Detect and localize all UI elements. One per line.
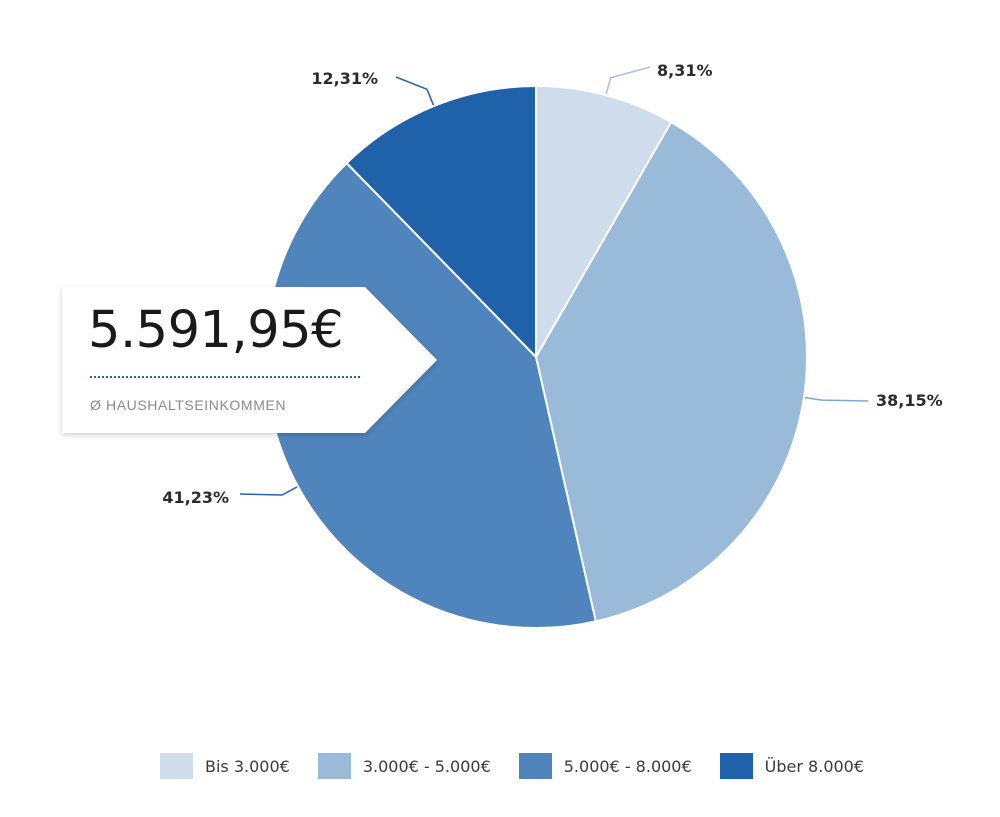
- pie-slice-4: [345, 84, 537, 360]
- pie-slice-3: [263, 161, 597, 629]
- legend-item-3000-5000: 3.000€ - 5.000€: [317, 753, 491, 779]
- pie-slices: [263, 84, 808, 629]
- pie-value-labels: 8,31% 38,15% 41,23% 12,31%: [162, 61, 942, 507]
- average-income-label: Ø HAUSHALTSEINKOMMEN: [90, 397, 287, 413]
- pie-slice-1: [535, 84, 673, 361]
- leader-line-1: [605, 66, 651, 95]
- pie-leader-lines: [239, 66, 869, 496]
- leader-line-2: [804, 396, 869, 402]
- slice-value-label-2: 38,15%: [876, 391, 943, 410]
- legend-label: Über 8.000€: [764, 756, 865, 776]
- legend-swatch: [317, 753, 351, 779]
- legend-swatch: [518, 753, 552, 779]
- legend-label: Bis 3.000€: [205, 756, 290, 776]
- slice-value-label-3: 41,23%: [162, 488, 229, 507]
- legend-item-ueber-8000: Über 8.000€: [719, 753, 865, 779]
- slice-value-label-1: 8,31%: [657, 61, 713, 80]
- legend-item-5000-8000: 5.000€ - 8.000€: [518, 753, 692, 779]
- leader-line-3: [239, 486, 298, 496]
- legend-label: 3.000€ - 5.000€: [362, 756, 491, 776]
- average-income-value: 5.591,95€: [88, 301, 344, 360]
- pie-slice-2: [534, 120, 808, 623]
- leader-line-4: [395, 76, 435, 106]
- legend-swatch: [719, 753, 753, 779]
- legend-swatch: [160, 753, 193, 779]
- legend-item-bis-3000: Bis 3.000€: [160, 753, 290, 779]
- callout-card-shape: [62, 287, 437, 433]
- average-income-callout: 5.591,95€ Ø HAUSHALTSEINKOMMEN: [62, 287, 442, 433]
- legend-label: 5.000€ - 8.000€: [563, 756, 692, 776]
- slice-value-label-4: 12,31%: [311, 69, 378, 88]
- chart-legend: Bis 3.000€ 3.000€ - 5.000€ 5.000€ - 8.00…: [160, 752, 864, 780]
- callout-divider: [90, 376, 360, 378]
